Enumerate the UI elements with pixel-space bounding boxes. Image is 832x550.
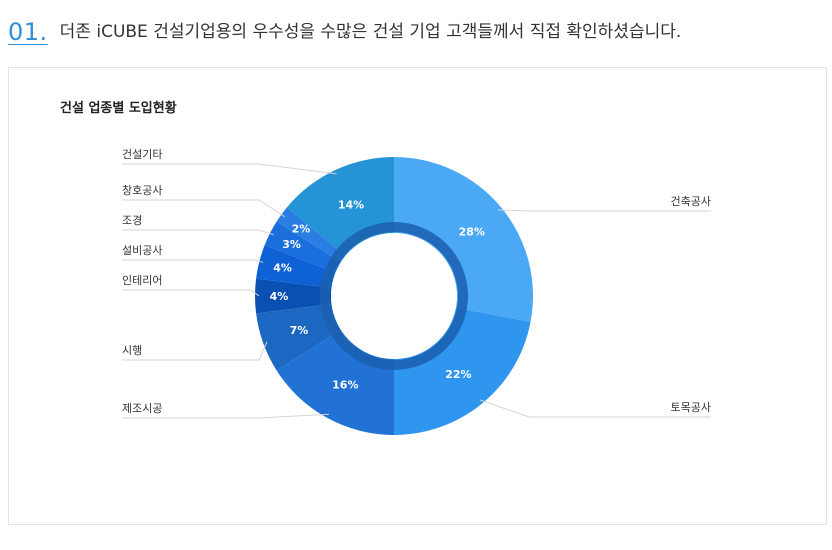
section-heading: 01. 더존 iCUBE 건설기업용의 우수성을 수많은 건설 기업 고객들께서…	[8, 12, 681, 46]
slice-4	[256, 303, 341, 371]
leader-line	[122, 163, 337, 175]
slice-value-label: 3%	[282, 238, 301, 251]
leader-line	[122, 229, 274, 236]
inner-ring	[320, 222, 468, 370]
slice-value-label: 14%	[338, 199, 364, 212]
slice-2	[394, 307, 531, 435]
category-label: 인테리어	[122, 274, 162, 287]
slice-value-label: 28%	[459, 226, 485, 239]
leader-lines	[122, 163, 711, 419]
category-label: 설비공사	[122, 244, 162, 257]
slice-value-label: 2%	[292, 222, 311, 235]
leader-line	[122, 413, 329, 419]
chart-title: 건설 업종별 도입현황	[60, 101, 177, 116]
category-label: 창호공사	[122, 184, 162, 197]
slice-value-label: 7%	[290, 324, 309, 337]
section-heading-text: 더존 iCUBE 건설기업용의 우수성을 수많은 건설 기업 고객들께서 직접 …	[59, 22, 682, 42]
category-label: 건설기타	[122, 148, 162, 161]
slice-1	[394, 157, 533, 323]
slice-value-label: 4%	[273, 261, 292, 274]
leader-line	[122, 259, 264, 263]
category-label: 시행	[122, 344, 142, 357]
leader-line	[122, 199, 286, 218]
slice-5	[255, 278, 332, 314]
slice-8	[276, 207, 346, 263]
leader-line	[498, 209, 711, 212]
chart-panel: 건설 업종별 도입현황 28% 22% 16% 7% 4% 4% 3% 2% 14% 건축공사 토목…	[8, 67, 827, 525]
leader-line	[122, 289, 260, 297]
slice-value-label: 4%	[270, 290, 289, 303]
percent-labels: 28% 22% 16% 7% 4% 4% 3% 2% 14%	[270, 199, 485, 392]
donut-hole	[331, 233, 457, 359]
slice-value-label: 22%	[445, 368, 471, 381]
category-label: 건축공사	[671, 195, 711, 208]
slice-6	[256, 244, 336, 289]
slice-7	[264, 221, 341, 273]
slice-value-label: 16%	[332, 379, 358, 392]
category-label: 제조시공	[122, 402, 162, 415]
category-label: 토목공사	[671, 401, 711, 414]
section-number: 01.	[8, 18, 48, 46]
leader-line	[122, 341, 268, 361]
leader-line	[479, 399, 711, 418]
category-label: 조경	[122, 214, 142, 227]
